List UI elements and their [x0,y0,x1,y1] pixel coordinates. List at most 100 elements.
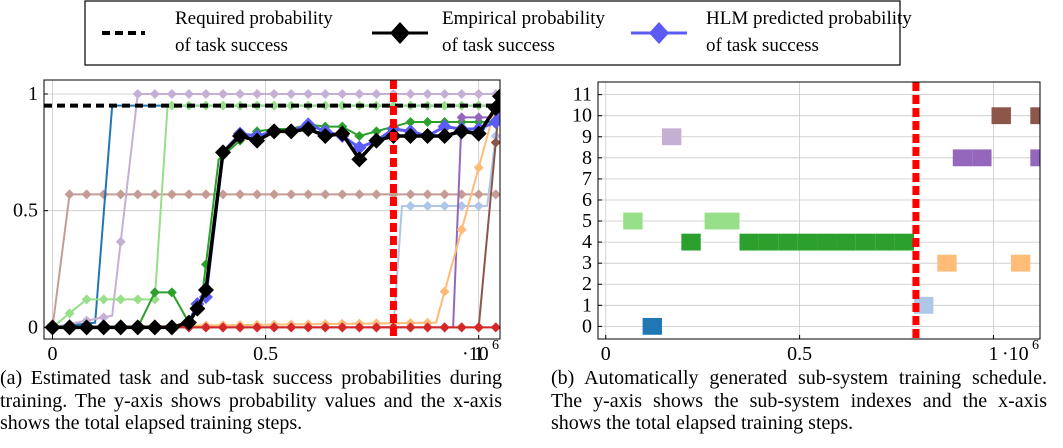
chart-a-empirical-point [402,128,419,144]
legend-hlm-diamond [649,22,669,44]
chart-a-series-point [456,89,467,99]
chart-a-series-point [422,117,433,127]
chart-a-xtick-label: 0.5 [253,343,278,365]
chart-a-ytick-label: 1 [28,83,38,105]
chart-a-series-point [303,322,314,333]
chart-a-series-point [115,189,126,200]
chart-a-series-point [439,100,450,111]
legend-empirical-label-1: Empirical probability [442,8,606,29]
chart-a-series-point [98,294,109,305]
chart-b-ytick-label: 4 [582,231,592,253]
chart-a-series-point [422,89,433,99]
chart-a-series-point [286,89,297,99]
chart-a-series-point [303,189,314,200]
chart-b-schedule-point [1050,107,1063,124]
chart-a-series-point [200,89,211,99]
chart-a-empirical-point [334,125,351,142]
legend-hlm-label-1: HLM predicted probability [706,8,912,29]
chart-a-series-point [371,126,382,137]
chart-a-series-point [371,189,382,200]
chart-a-hlm-point [488,115,500,129]
chart-a-empirical-point [368,132,385,149]
chart-a-empirical-point [419,128,436,144]
chart-a-series-point [320,189,331,200]
chart-a-series-point [490,322,500,333]
chart-b-ytick-label: 6 [582,189,592,211]
chart-b-axes-frame [597,81,1041,340]
chart-a-empirical-point [189,300,206,317]
chart-a-series-point [166,100,177,111]
chart-a-series-point [473,322,484,333]
chart-a-empirical-point [95,319,112,336]
chart-a-empirical-point [163,319,180,336]
chart-a-series-point [337,89,348,99]
chart-a-empirical-point [214,144,231,161]
chart-a-x-scale-exponent: 6 [492,338,499,353]
chart-a-series-point [473,112,484,123]
chart-a-series-point [354,89,365,99]
chart-a-empirical-point [249,132,266,149]
chart-b-schedule-point [661,128,682,146]
chart-b-schedule-point [1010,254,1031,272]
chart-a-series-point [490,137,500,148]
legend-required-label-1: Required probability [175,8,333,29]
legend-required-label-2: of task success [175,35,288,56]
chart-a-series-point [166,89,177,99]
chart-a-series-point [371,322,382,333]
chart-a-series-point [81,189,92,200]
chart-a-empirical-point [470,125,487,142]
chart-b-schedule-point [875,233,895,251]
chart-b-x-scale-exponent: 6 [1032,338,1039,353]
chart-a-series-point [217,89,228,99]
chart-b-ytick-label: 1 [582,294,592,316]
chart-a-empirical-point [351,151,368,168]
chart-b-schedule-point [797,233,818,251]
chart-a-series-point [252,89,263,99]
legend-frame [84,0,901,66]
chart-a-empirical-point [180,314,197,331]
chart-a-series-point [456,322,467,333]
chart-a-series-point [235,189,246,200]
chart-b-ytick-label: 11 [573,84,592,106]
chart-a-series-point [405,117,416,127]
chart-b-ytick-label: 10 [572,105,592,127]
chart-a-series-point [439,89,450,99]
chart-a-xtick-label: 1 [474,343,484,365]
chart-a-ytick-label: 0.5 [13,200,38,222]
chart-a-series-point [456,112,467,123]
chart-a-empirical-point [266,123,283,140]
chart-b-ytick-label: 5 [582,210,592,232]
chart-a-series-point [354,189,365,200]
chart-b-schedule-point [991,107,1011,125]
chart-a-series-point [320,89,331,99]
chart-b-schedule-point [704,212,725,230]
chart-a-empirical-point [44,319,61,336]
chart-b-schedule-point [642,317,662,335]
chart-a-series-point [473,162,484,173]
chart-b-schedule-point [758,233,779,251]
chart-a-series-point [473,189,484,200]
chart-a-series-point [149,189,160,200]
chart-b-x-scale-label: ·10 [1002,343,1029,365]
chart-a-series-point [422,201,433,211]
chart-a-series-point [217,100,228,111]
chart-a-axes-frame [43,79,501,340]
chart-a-series-point [200,322,211,333]
chart-a-empirical-point [317,128,334,144]
chart-a-series-point [422,189,433,200]
chart-a: 0 0.5 100.51·10 6 [13,79,501,365]
chart-a-series-point [115,294,126,305]
chart-b-ytick-label: 8 [582,147,592,169]
chart-b-schedule-point [623,212,643,230]
chart-a-series-point [456,224,467,235]
chart-a-series-point [354,131,365,141]
chart-a-series-point [405,89,416,99]
chart-a-empirical-point [129,319,146,336]
chart-a-series-point [439,286,450,297]
chart-a-series-point [132,89,143,99]
caption-a: (a) Estimated task and sub-task success … [0,367,502,434]
chart-b-ytick-label: 9 [582,126,592,148]
chart-a-series-point [235,322,246,333]
legend-item-empirical: Empirical probability of task success [372,8,606,56]
chart-b-schedule-point [937,254,957,272]
